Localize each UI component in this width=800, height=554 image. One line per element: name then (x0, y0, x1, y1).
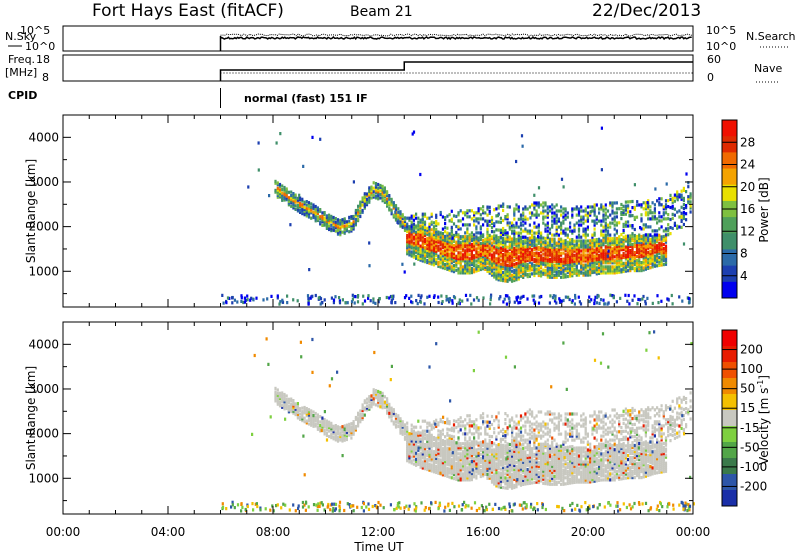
velocity-cbar-swatch-2 (722, 362, 737, 379)
power-cbar-swatch-2 (722, 152, 737, 170)
velocity-cbar-tick-label-2: 50 (740, 382, 755, 396)
velocity-ytick-label-2: 3000 (28, 382, 59, 396)
nsky-right-tick-top: 10^5 (706, 24, 736, 37)
power-cbar-tick-label-5: 8 (740, 247, 748, 261)
velocity-cbar-swatch-6 (722, 426, 737, 443)
freq-series (219, 61, 693, 81)
power-panel-frame (62, 114, 694, 308)
freq-trace (219, 61, 693, 81)
power-colorbar-label: Power [dB] (757, 177, 771, 242)
x-tick-label-1: 04:00 (151, 525, 186, 539)
velocity-cbar-swatch-1 (722, 346, 737, 363)
freq-panel-frame (62, 54, 694, 82)
velocity-heatmap (221, 330, 695, 513)
velocity-cbar-swatch-9 (722, 474, 737, 491)
power-cbar-tick-label-4: 12 (740, 224, 755, 238)
power-ytick-label-0: 1000 (28, 264, 59, 278)
velocity-cbar-swatch-8 (722, 458, 737, 475)
date-title: 22/Dec/2013 (592, 1, 701, 21)
velocity-cbar-swatch-10 (722, 490, 737, 507)
power-cbar-swatch-1 (722, 136, 737, 153)
x-tick-label-3: 12:00 (361, 525, 396, 539)
velocity-cbar-swatch-3 (722, 378, 737, 395)
power-ytick-label-1: 2000 (28, 220, 59, 234)
beam-title: Beam 21 (350, 4, 413, 20)
power-colorbar: 28 24 20 16 12 8 4 (721, 119, 755, 299)
velocity-cbar-frame (721, 329, 738, 507)
velocity-cbar-swatch-4 (722, 394, 737, 411)
velocity-colorbar: 200 100 50 15 -15 -50 -100 -200 (721, 329, 767, 507)
nsky-label: N.Sky (5, 30, 37, 43)
velocity-cbar-swatch-0 (722, 330, 737, 347)
velocity-cbar-tick-label-1: 100 (740, 362, 763, 376)
velocity-colorbar-label: Velocity [m s-1] (756, 375, 771, 465)
nsearch-label: N.Search (746, 30, 796, 43)
freq-left-tick-bottom: 8 (42, 71, 49, 84)
power-cbar-tick-label-3: 16 (740, 202, 755, 216)
freq-right-tick-top: 60 (707, 53, 721, 66)
velocity-cbar-tick-label-6: -100 (740, 460, 767, 474)
power-cbar-tick-label-2: 20 (740, 180, 755, 194)
x-tick-label-2: 08:00 (256, 525, 291, 539)
velocity-ylabel: Slant Range [km] (24, 366, 38, 470)
velocity-cbar-tick-label-0: 200 (740, 343, 763, 357)
nsky-left-tick-top: 10^5 (20, 24, 50, 37)
cpid-label: CPID (8, 89, 37, 102)
velocity-cbar-tick-label-3: 15 (740, 401, 755, 415)
power-cbar-swatch-9 (722, 265, 737, 283)
velocity-ytick-label-3: 4000 (28, 337, 59, 351)
velocity-cbar-tick-label-7: -200 (740, 479, 767, 493)
power-cbar-swatch-6 (722, 217, 737, 234)
power-ytick-label-3: 4000 (28, 130, 59, 144)
velocity-cbar-tick-label-5: -50 (740, 440, 760, 454)
station-title: Fort Hays East (fitACF) (92, 1, 284, 21)
x-tick-label-6: 00:00 (676, 525, 711, 539)
power-cbar-swatch-4 (722, 184, 737, 202)
x-tick-label-4: 16:00 (466, 525, 501, 539)
freq-label-line1: Freq. (8, 53, 35, 66)
power-cbar-swatch-8 (722, 249, 737, 267)
nsearch-series (220, 33, 694, 37)
power-cbar-swatch-3 (722, 168, 737, 186)
nsky-panel-frame (62, 25, 694, 52)
cpid-mode: normal (fast) 151 IF (244, 92, 368, 105)
power-ytick-label-2: 3000 (28, 175, 59, 189)
power-cbar-tick-label-0: 28 (740, 135, 755, 149)
freq-label-line2: [MHz] (5, 66, 37, 79)
nsky-right-tick-bottom: 10^0 (706, 40, 736, 53)
velocity-cbar-swatch-5 (722, 410, 737, 427)
power-heatmap (221, 126, 692, 306)
nave-label: Nave (754, 62, 782, 75)
x-tick-label-5: 20:00 (571, 525, 606, 539)
velocity-axes: 1000 2000 3000 4000 (28, 321, 694, 514)
velocity-cbar-swatch-7 (722, 442, 737, 459)
velocity-ytick-label-1: 2000 (28, 427, 59, 441)
x-tick-label-0: 00:00 (46, 525, 81, 539)
power-cbar-swatch-0 (722, 120, 737, 137)
power-axes: 1000 2000 3000 4000 (28, 114, 694, 307)
power-cbar-tick-label-6: 4 (740, 269, 748, 283)
power-ylabel: Slant Range [km] (24, 159, 38, 263)
time-axis: 00:00 04:00 08:00 12:00 16:00 20:00 00:00 (46, 525, 711, 539)
velocity-ytick-label-0: 1000 (28, 471, 59, 485)
power-cbar-swatch-7 (722, 233, 737, 250)
nsky-series (220, 35, 692, 41)
freq-left-tick-top: 18 (36, 53, 50, 66)
power-cbar-tick-label-1: 24 (740, 158, 755, 172)
nsky-trace (219, 33, 694, 51)
x-axis-label: Time UT (353, 540, 404, 554)
freq-right-tick-bottom: 0 (707, 71, 714, 84)
power-cbar-swatch-10 (722, 281, 737, 299)
velocity-cbar-tick-label-4: -15 (740, 421, 760, 435)
nsky-left-tick-bottom: 10^0 (25, 40, 55, 53)
